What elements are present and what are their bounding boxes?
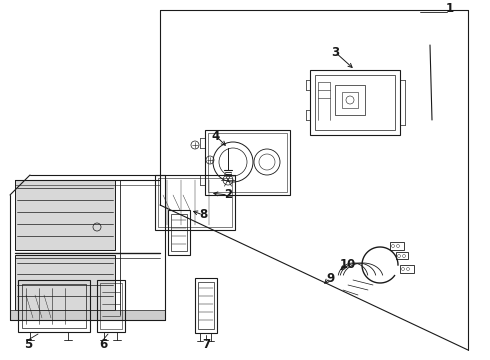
Bar	[205, 130, 290, 195]
Bar	[22, 284, 86, 328]
Text: 4: 4	[212, 130, 220, 143]
Bar	[158, 178, 232, 227]
Bar	[171, 214, 187, 251]
Bar	[400, 265, 414, 273]
Bar	[342, 92, 358, 108]
Text: 1: 1	[446, 1, 454, 14]
Text: 6: 6	[99, 338, 107, 351]
Bar	[208, 133, 287, 192]
Bar	[390, 242, 404, 250]
Bar	[335, 85, 365, 115]
Bar	[168, 210, 190, 255]
Text: 9: 9	[326, 271, 334, 284]
Text: 10: 10	[340, 257, 356, 270]
Bar	[396, 252, 408, 259]
Bar	[15, 180, 115, 250]
Text: 7: 7	[202, 338, 210, 351]
Bar	[18, 280, 90, 332]
Bar	[310, 70, 400, 135]
Text: 5: 5	[24, 338, 32, 351]
Bar	[100, 283, 122, 329]
Bar	[15, 255, 115, 310]
Polygon shape	[10, 310, 165, 320]
Text: 2: 2	[224, 189, 232, 202]
Bar	[155, 175, 235, 230]
Bar	[315, 75, 395, 130]
Text: 3: 3	[331, 45, 339, 58]
Bar	[198, 282, 214, 329]
Bar	[97, 280, 125, 332]
Text: 8: 8	[199, 208, 207, 221]
Bar	[195, 278, 217, 333]
